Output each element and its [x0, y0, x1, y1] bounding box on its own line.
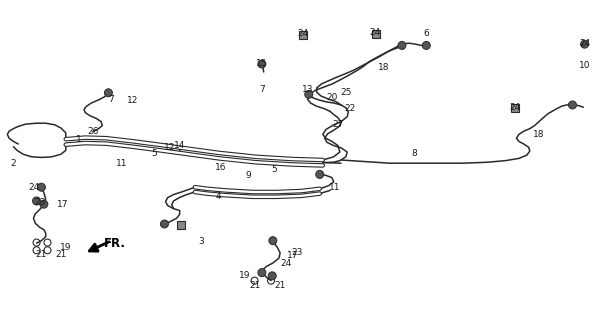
Text: 1: 1	[76, 135, 82, 144]
Text: 11: 11	[329, 183, 340, 192]
Text: 19: 19	[239, 271, 250, 280]
Text: 2: 2	[10, 159, 16, 168]
Bar	[510, 104, 519, 112]
Text: 24: 24	[281, 260, 292, 268]
Circle shape	[269, 237, 277, 244]
Text: 24: 24	[297, 29, 308, 38]
Circle shape	[258, 269, 266, 276]
Text: 13: 13	[302, 85, 313, 94]
Text: 21: 21	[249, 281, 260, 290]
Text: 12: 12	[164, 143, 175, 152]
Text: 9: 9	[245, 172, 252, 180]
Text: 10: 10	[579, 61, 590, 70]
Circle shape	[398, 41, 406, 49]
Text: 17: 17	[57, 200, 68, 209]
Text: 18: 18	[533, 130, 544, 139]
Circle shape	[37, 183, 46, 191]
Text: 7: 7	[108, 95, 114, 104]
Text: 3: 3	[198, 237, 204, 246]
Circle shape	[268, 272, 276, 280]
Text: 18: 18	[378, 63, 389, 72]
Circle shape	[304, 90, 313, 99]
Text: 20: 20	[326, 93, 337, 102]
Text: 17: 17	[287, 252, 298, 260]
Text: 26: 26	[87, 127, 98, 136]
Text: 4: 4	[215, 192, 221, 201]
Text: 24: 24	[509, 103, 520, 112]
Text: 8: 8	[411, 149, 417, 158]
Text: 24: 24	[579, 39, 590, 48]
Text: 15: 15	[256, 60, 267, 68]
Text: 6: 6	[423, 29, 429, 38]
Text: 5: 5	[271, 165, 277, 174]
Text: 16: 16	[216, 164, 227, 172]
Circle shape	[580, 40, 589, 48]
Text: 21: 21	[36, 250, 47, 259]
Text: 27: 27	[333, 120, 343, 129]
Text: 23: 23	[34, 198, 45, 207]
Circle shape	[315, 170, 324, 179]
Circle shape	[104, 89, 113, 97]
Text: 12: 12	[127, 96, 138, 105]
Circle shape	[32, 197, 41, 205]
Bar	[372, 30, 381, 38]
Text: 21: 21	[55, 250, 66, 259]
Text: 19: 19	[60, 244, 71, 252]
Text: FR.: FR.	[104, 236, 125, 250]
Text: 14: 14	[174, 141, 185, 150]
Text: 23: 23	[291, 248, 302, 257]
Text: 22: 22	[345, 104, 356, 113]
Bar	[298, 30, 307, 38]
Text: 21: 21	[275, 281, 286, 290]
Circle shape	[422, 41, 431, 49]
Text: 7: 7	[259, 85, 265, 94]
Text: 24: 24	[28, 183, 39, 192]
Circle shape	[568, 101, 577, 109]
Circle shape	[40, 200, 48, 208]
Text: 24: 24	[369, 28, 380, 37]
Circle shape	[160, 220, 169, 228]
Text: 25: 25	[340, 88, 351, 97]
Text: 5: 5	[151, 149, 157, 158]
Bar	[177, 221, 186, 228]
Circle shape	[258, 60, 266, 68]
Text: 11: 11	[116, 159, 127, 168]
